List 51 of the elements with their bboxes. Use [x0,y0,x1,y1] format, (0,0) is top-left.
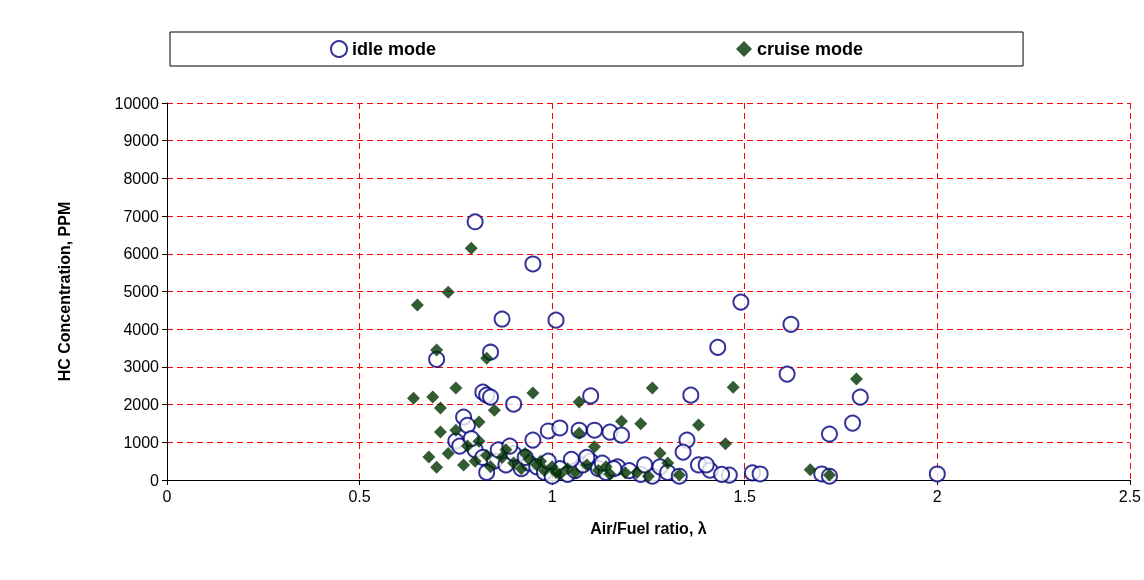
point [449,381,463,395]
y-axis-title: HC Concentration, PPM [55,201,73,382]
point [449,423,463,437]
point [441,285,455,299]
point [430,460,444,474]
point [441,447,455,461]
point [572,395,586,409]
point [718,437,732,451]
x-tick-label: 0 [162,487,172,505]
point [588,440,602,454]
x-tick-label: 1.5 [733,487,756,505]
y-tick-label: 5000 [123,283,160,300]
x-tick-label: 0.5 [348,487,371,505]
point [407,391,420,405]
x-axis-title: Air/Fuel ratio, λ [590,519,707,537]
y-tick-label: 9000 [123,132,160,150]
legend-label: idle mode [352,39,437,59]
x-tick-label: 2.5 [1118,487,1142,505]
point [426,390,440,404]
y-tick-label: 10000 [114,94,160,112]
y-tick-label: 3000 [123,358,160,376]
point [487,403,501,417]
legend-label: cruise mode [757,39,864,59]
point [653,446,667,460]
point [480,448,494,462]
point [457,458,471,472]
point [468,454,482,468]
y-tick-label: 1000 [123,433,160,451]
point [526,386,540,400]
y-tick-label: 8000 [123,169,160,187]
x-tick-label: 1 [547,487,557,505]
x-tick-label: 2 [932,487,942,505]
y-tick-label: 0 [150,471,160,489]
point [634,417,648,431]
point [692,418,706,432]
point [849,372,863,386]
point [803,463,817,477]
point [645,381,659,395]
point [464,241,478,255]
point [422,450,436,464]
point [433,425,447,439]
point [410,298,424,312]
y-tick-label: 4000 [123,320,160,338]
y-tick-label: 2000 [123,396,160,414]
y-tick-label: 6000 [123,245,160,263]
y-tick-label: 7000 [123,207,160,225]
point [518,447,532,461]
point [433,401,447,415]
point [726,380,740,394]
point [614,414,628,428]
point [472,415,486,429]
